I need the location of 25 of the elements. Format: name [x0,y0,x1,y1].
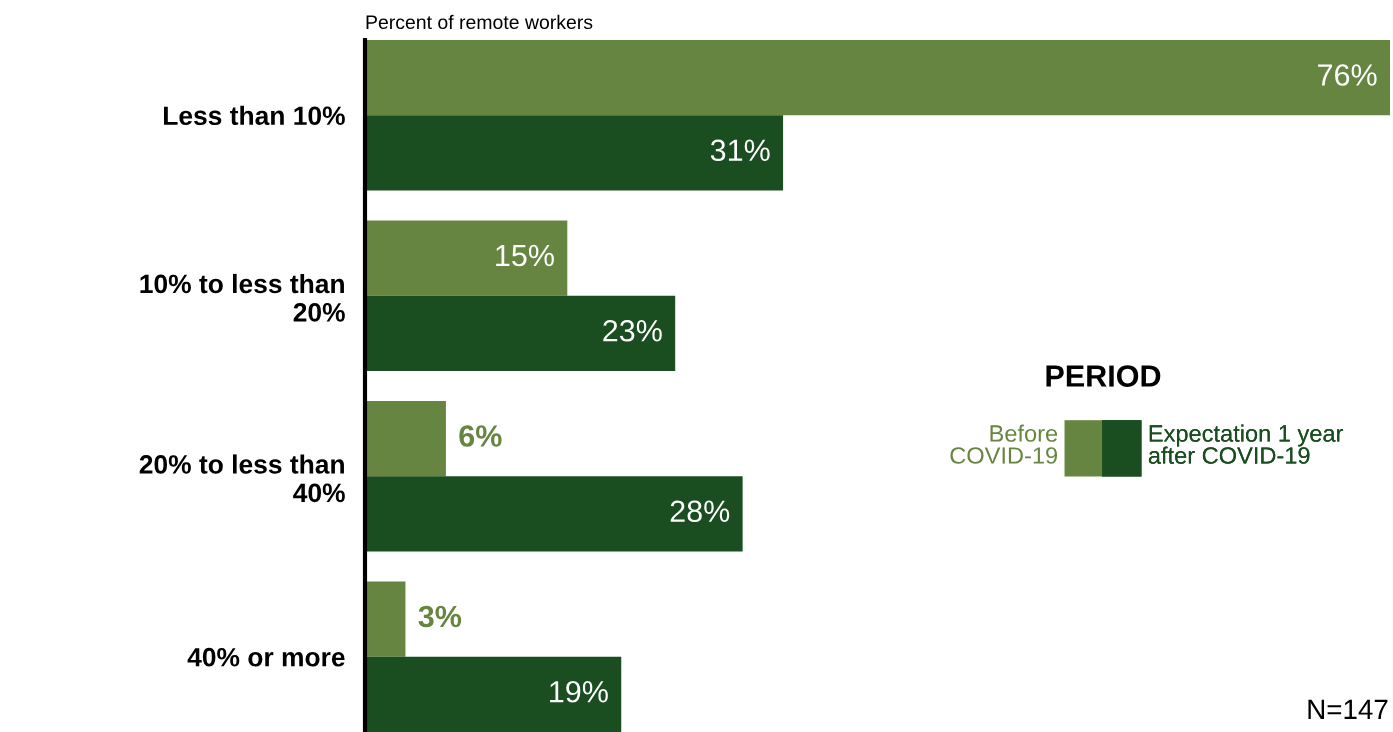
annotation: N=147 [1308,699,1388,719]
bar [365,40,1390,116]
legend-title: PERIOD [1046,365,1161,387]
data-label: 23% [603,319,662,342]
bar [365,581,406,657]
data-label: 28% [670,500,730,523]
y-tick-label: 20% to less than 40% [139,454,345,503]
text: Before COVID-19 [950,424,1058,464]
data-label: 31% [710,139,770,162]
bar [365,476,743,552]
data-label: 3% [418,605,462,628]
legend-label: Expectation 1 year after COVID-19 [1148,424,1344,464]
bar [365,295,676,372]
y-tick-label: 10% to less than 20% [140,273,345,322]
y-tick-label: 40% or more [187,647,345,667]
bar [365,656,622,732]
data-label: 6% [459,425,502,447]
bar [365,115,784,191]
data-label: 76% [1318,64,1377,86]
data-label: 19% [550,680,608,703]
y-tick-label: Less than 10% [164,105,345,126]
bar [365,220,568,296]
data-label: 15% [496,244,554,267]
bar [365,400,446,477]
chart-title: Percent of remote workers [366,14,593,30]
